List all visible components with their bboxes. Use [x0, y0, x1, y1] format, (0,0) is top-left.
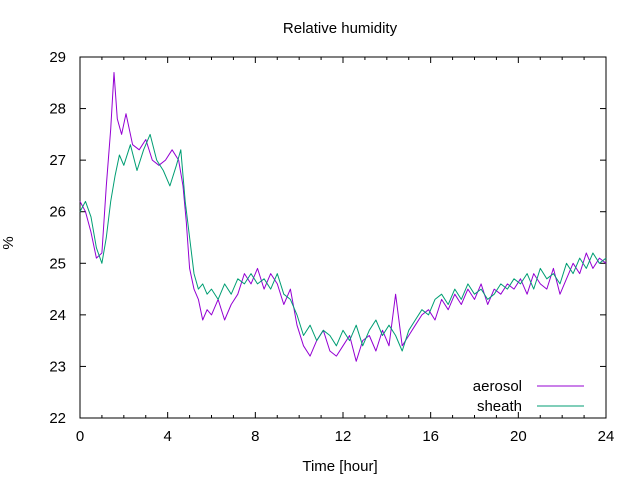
x-tick-label: 4	[163, 428, 171, 445]
y-tick-label: 28	[49, 101, 66, 118]
y-tick-label: 23	[49, 358, 66, 375]
x-tick-label: 20	[510, 428, 527, 445]
y-tick-label: 29	[49, 49, 66, 66]
series-line-sheath	[79, 133, 607, 352]
y-tick-label: 24	[49, 307, 66, 324]
x-tick-label: 0	[76, 428, 84, 445]
chart-title: Relative humidity	[283, 20, 398, 37]
plot-frame	[79, 56, 607, 419]
series-lines	[79, 72, 607, 362]
legend-label-sheath: sheath	[477, 398, 522, 415]
x-tick-label: 24	[598, 428, 615, 445]
x-tick-label: 12	[335, 428, 352, 445]
legend-label-aerosol: aerosol	[473, 378, 522, 395]
y-axis-label: %	[0, 236, 17, 249]
y-tick-label: 27	[49, 152, 66, 169]
x-tick-label: 16	[422, 428, 439, 445]
y-tick-label: 22	[49, 410, 66, 427]
legend: aerosol sheath	[473, 378, 584, 415]
axis-ticks	[79, 56, 607, 419]
y-tick-label: 25	[49, 255, 66, 272]
series-line-aerosol	[79, 72, 607, 362]
x-tick-label: 8	[251, 428, 259, 445]
y-tick-label: 26	[49, 204, 66, 221]
x-axis-label: Time [hour]	[302, 458, 377, 475]
tick-labels: 0 4 8 12 16 20 24 22 23 24 25 26 27 28 29	[49, 49, 614, 445]
